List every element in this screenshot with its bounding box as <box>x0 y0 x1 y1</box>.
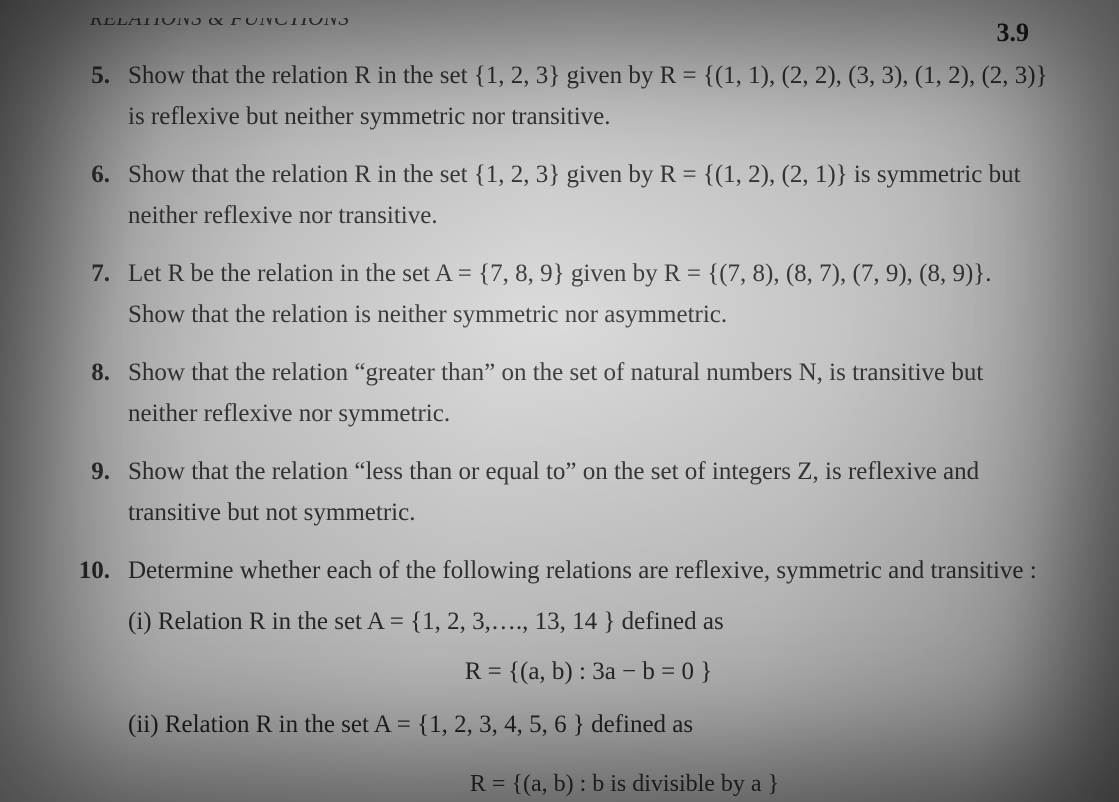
question-number: 5. <box>70 56 128 137</box>
question-body: Show that the relation “less than or equ… <box>128 452 1059 533</box>
question-6: 6. Show that the relation R in the set {… <box>70 155 1059 236</box>
question-body: Determine whether each of the following … <box>128 551 1059 753</box>
sub-list: (i) Relation R in the set A = {1, 2, 3,…… <box>128 602 1049 746</box>
question-list: 5. Show that the relation R in the set {… <box>70 34 1059 753</box>
question-number: 10. <box>70 551 128 753</box>
page-number: 3.9 <box>997 18 1030 48</box>
question-body: Let R be the relation in the set A = {7,… <box>128 254 1059 335</box>
sub-text: Relation R in the set A = {1, 2, 3,…., 1… <box>158 608 724 635</box>
question-10: 10. Determine whether each of the follow… <box>70 551 1059 753</box>
question-body: Show that the relation R in the set {1, … <box>128 155 1059 236</box>
question-8: 8. Show that the relation “greater than”… <box>70 353 1059 434</box>
question-number: 7. <box>70 254 128 335</box>
question-number: 6. <box>70 155 128 236</box>
equation: R = {(a, b) : 3a − b = 0 } <box>128 652 1049 693</box>
question-9: 9. Show that the relation “less than or … <box>70 452 1059 533</box>
sub-item-i: (i) Relation R in the set A = {1, 2, 3,…… <box>128 602 1049 693</box>
question-5: 5. Show that the relation R in the set {… <box>70 56 1059 137</box>
question-number: 9. <box>70 452 128 533</box>
cutoff-line: R = {(a, b) : b is divisible by a } <box>70 771 1059 797</box>
question-number: 8. <box>70 353 128 434</box>
sub-text: Relation R in the set A = {1, 2, 3, 4, 5… <box>165 711 693 738</box>
sub-item-ii: (ii) Relation R in the set A = {1, 2, 3,… <box>128 705 1049 746</box>
question-text: Determine whether each of the following … <box>128 557 1037 584</box>
header-fragment: RELATIONS & FUNCTIONS <box>90 18 1059 32</box>
question-7: 7. Let R be the relation in the set A = … <box>70 254 1059 335</box>
sub-label: (ii) <box>128 711 159 738</box>
question-body: Show that the relation R in the set {1, … <box>128 56 1059 137</box>
question-body: Show that the relation “greater than” on… <box>128 353 1059 434</box>
page: RELATIONS & FUNCTIONS 3.9 5. Show that t… <box>0 0 1119 802</box>
sub-label: (i) <box>128 608 152 635</box>
